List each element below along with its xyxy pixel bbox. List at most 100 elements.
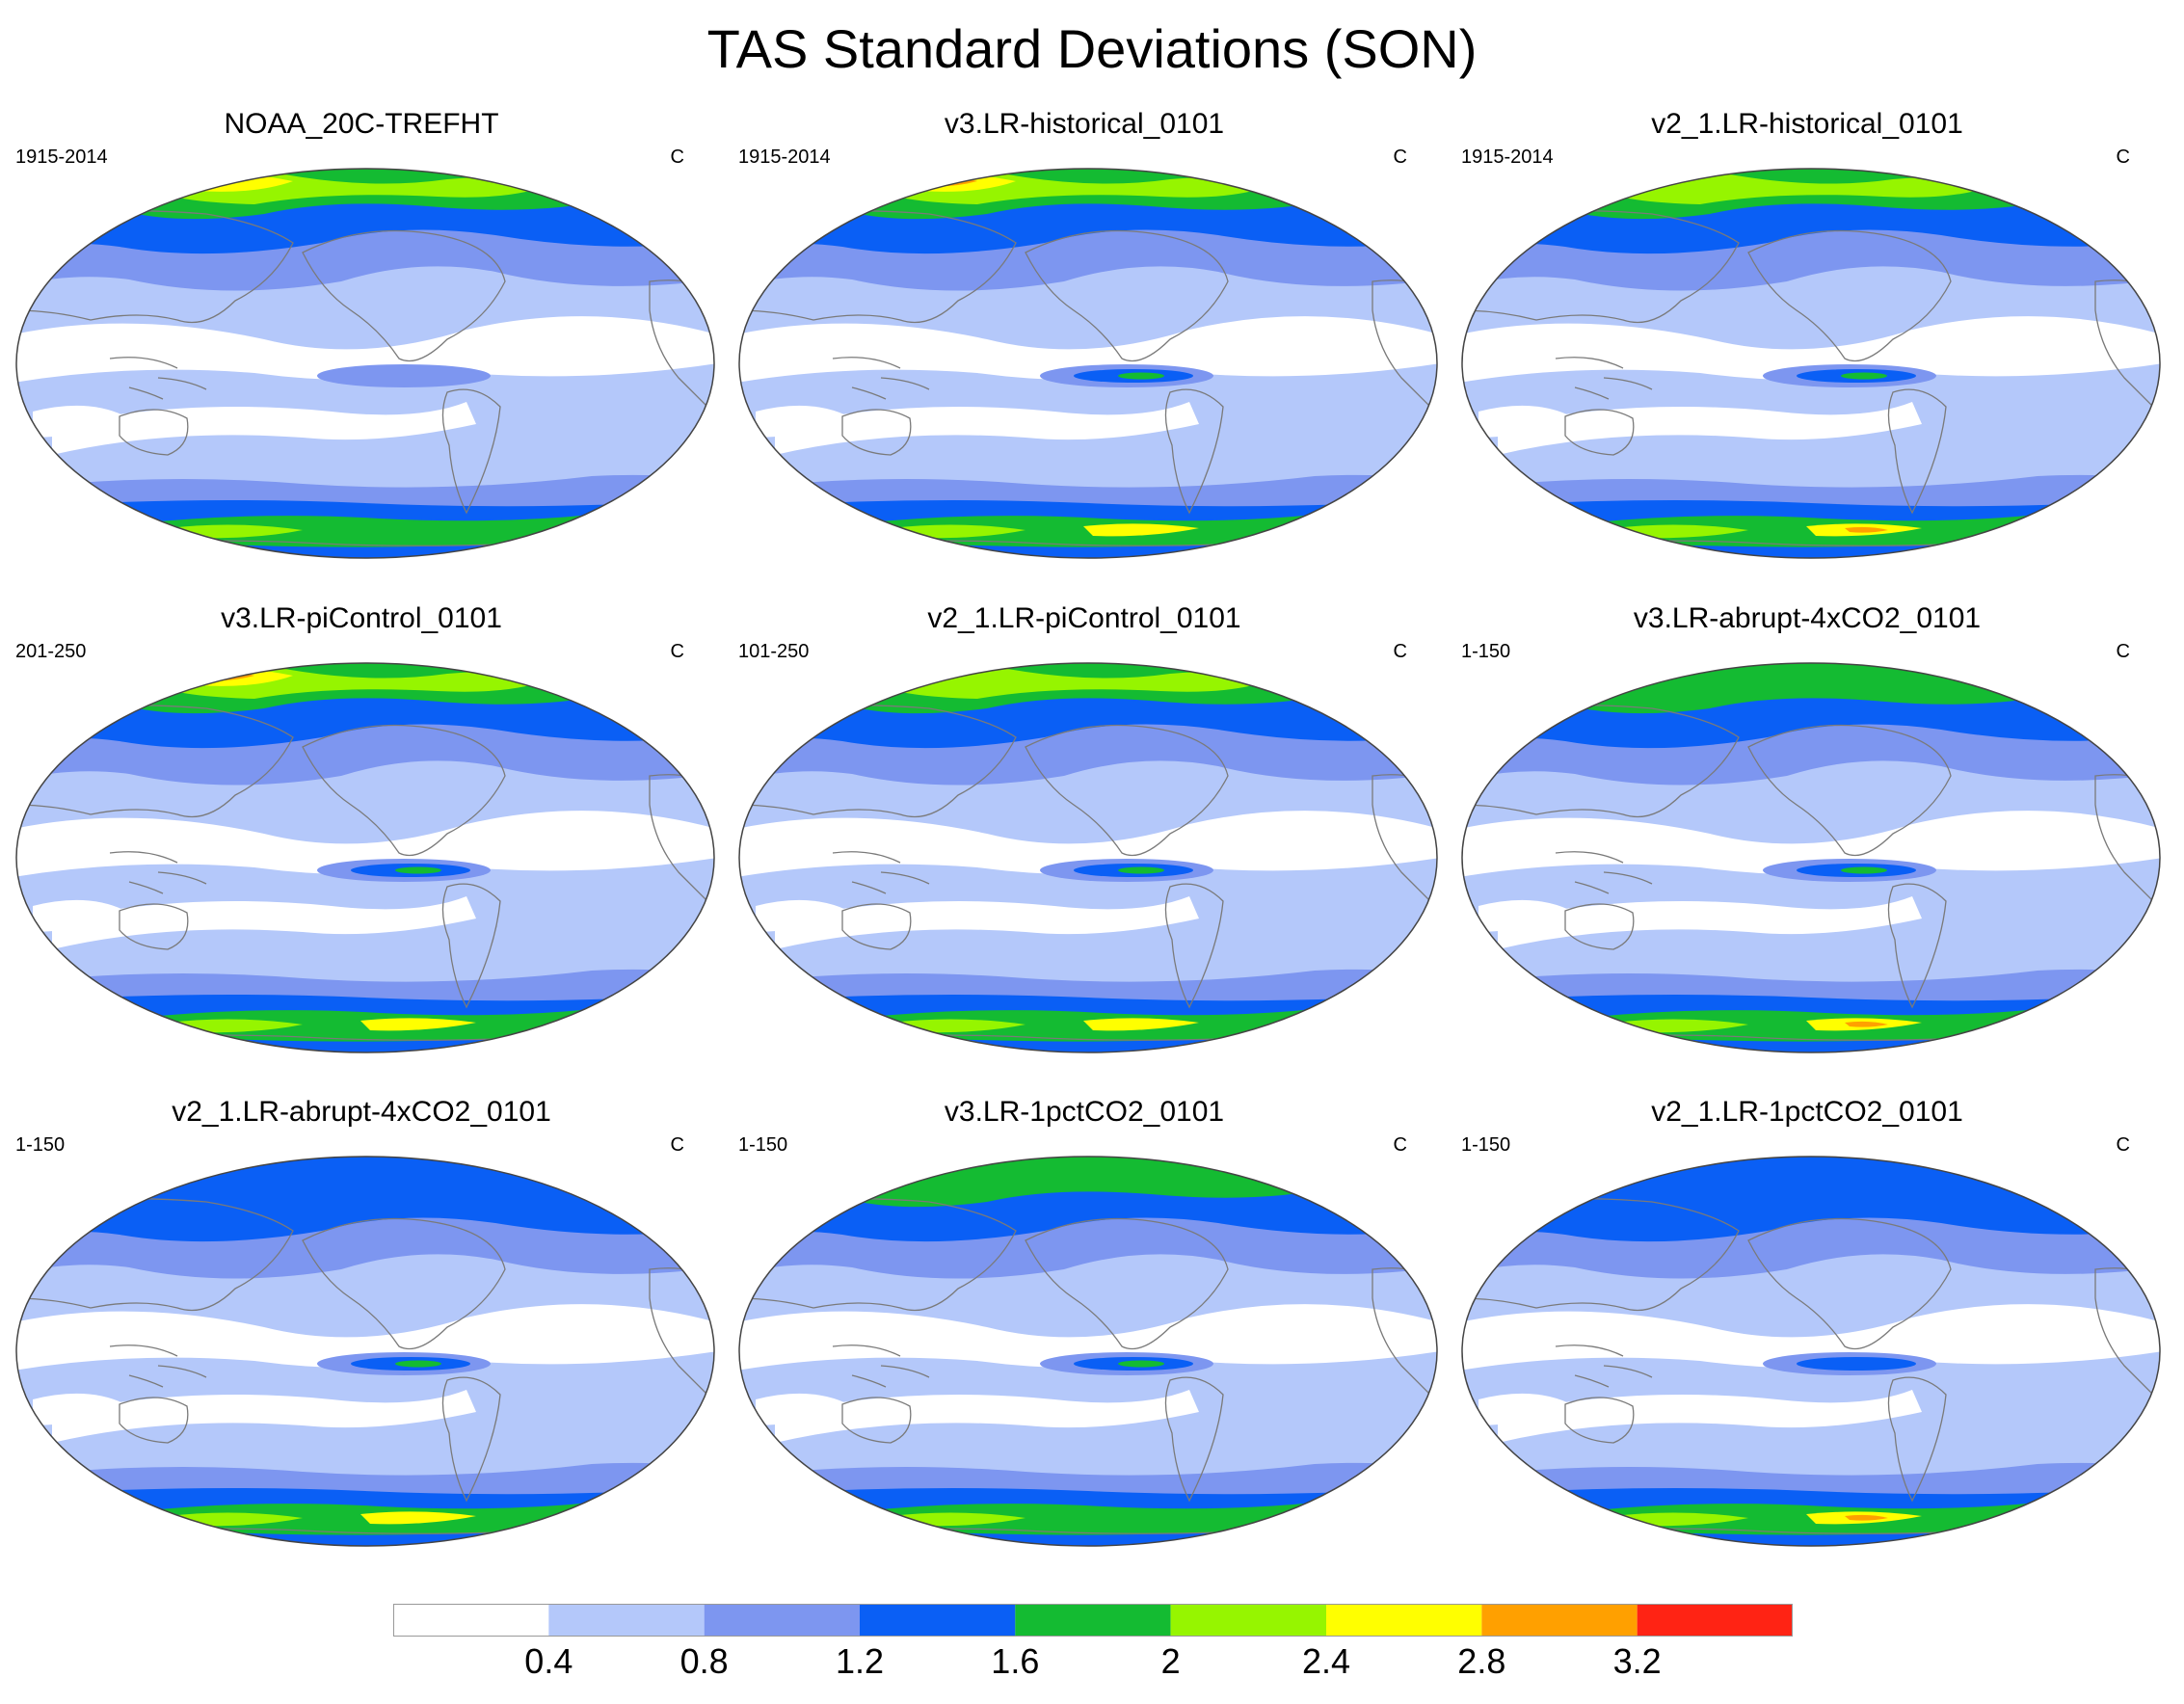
enso-outer — [317, 364, 491, 387]
global-map — [1461, 662, 2161, 1053]
panel-period: 1-150 — [1461, 1134, 1511, 1156]
panel-title: v2_1.LR-1pctCO2_0101 — [1651, 1096, 1963, 1128]
panel-units: C — [2116, 146, 2130, 168]
maritime-continent-outline — [109, 357, 207, 400]
map-border — [738, 168, 1438, 559]
map-border — [1461, 168, 2161, 559]
colorbar-tick-label: 0.4 — [524, 1641, 573, 1681]
tropical-low-band — [1462, 1304, 2160, 1371]
south-america-outline — [1887, 388, 1947, 515]
panel-title: v2_1.LR-piControl_0101 — [927, 602, 1241, 634]
south-america-outline — [1887, 883, 1947, 1009]
australia-outline — [1564, 409, 1635, 456]
panel-period: 1-150 — [15, 1134, 66, 1156]
south-level-4 — [129, 1503, 596, 1535]
colorbar-tick-label: 2.8 — [1457, 1641, 1506, 1681]
tropical-low-band — [16, 811, 714, 877]
map-panel: v2_1.LR-historical_0101 1915-2014 C — [1446, 108, 2169, 561]
south-level-4 — [852, 1009, 1318, 1042]
south-level-6 — [360, 1018, 476, 1031]
enso-core — [395, 1360, 441, 1368]
map-panel: v3.LR-piControl_0101 201-250 C — [0, 602, 723, 1055]
tropical-low-band — [16, 1304, 714, 1371]
south-level-4 — [1575, 515, 2041, 547]
north-america-outline — [1747, 229, 1952, 362]
southern-low-band — [775, 402, 1199, 455]
panel-units: C — [1393, 1134, 1407, 1156]
subtropical-low-patch — [1478, 1393, 1575, 1425]
map-panel: v3.LR-historical_0101 1915-2014 C — [723, 108, 1446, 561]
colorbar-frame — [393, 1604, 1793, 1637]
south-level-7 — [1845, 1021, 1888, 1027]
asia-outline — [16, 1198, 294, 1312]
tropical-low-band — [739, 811, 1437, 877]
southern-low-band — [775, 896, 1199, 949]
south-america-outline — [1164, 1376, 1224, 1503]
south-level-4 — [129, 1009, 596, 1042]
asia-outline — [1462, 705, 1740, 818]
north-america-outline — [1747, 1217, 1952, 1350]
colorbar-tick-label: 1.2 — [835, 1641, 885, 1681]
tropical-low-band — [1462, 316, 2160, 383]
panel-title: v3.LR-piControl_0101 — [221, 602, 502, 634]
map-panel: v2_1.LR-abrupt-4xCO2_0101 1-150 C — [0, 1096, 723, 1549]
australia-outline — [119, 903, 189, 950]
colorbar-tick-label: 1.6 — [991, 1641, 1040, 1681]
north-america-outline — [1747, 724, 1952, 857]
south-america-outline — [1164, 883, 1224, 1009]
panel-units: C — [2116, 641, 2130, 662]
south-america-outline — [1887, 1376, 1947, 1503]
panel-period: 201-250 — [15, 641, 87, 662]
asia-outline — [739, 705, 1017, 818]
colorbar-segment — [860, 1604, 1016, 1637]
enso-core — [1118, 1360, 1164, 1368]
global-map — [15, 662, 715, 1053]
map-panel: v3.LR-abrupt-4xCO2_0101 1-150 C — [1446, 602, 2169, 1055]
maritime-continent-outline — [109, 851, 207, 894]
colorbar-segment — [548, 1604, 705, 1637]
panel-units: C — [670, 146, 684, 168]
colorbar-tick-label: 3.2 — [1612, 1641, 1662, 1681]
panel-period: 1915-2014 — [15, 146, 108, 168]
map-border — [738, 662, 1438, 1053]
panel-units: C — [1393, 146, 1407, 168]
north-america-outline — [1025, 229, 1229, 362]
enso-core — [395, 866, 441, 874]
maritime-continent-outline — [109, 1345, 207, 1388]
asia-outline — [739, 210, 1017, 324]
panel-title: v3.LR-1pctCO2_0101 — [944, 1096, 1225, 1128]
enso-core — [1118, 372, 1164, 380]
colorbar-segment — [1170, 1604, 1326, 1637]
south-level-4 — [852, 515, 1318, 547]
global-map — [15, 168, 715, 559]
north-america-outline — [302, 229, 506, 362]
southern-low-band — [52, 896, 476, 949]
south-level-4 — [852, 1503, 1318, 1535]
maritime-continent-outline — [1555, 851, 1653, 894]
maritime-continent-outline — [1555, 1345, 1653, 1388]
enso-mid — [1797, 1357, 1916, 1371]
colorbar-segment — [704, 1604, 860, 1637]
panel-period: 101-250 — [738, 641, 810, 662]
global-map — [1461, 1156, 2161, 1547]
maritime-continent-outline — [1555, 357, 1653, 400]
tropical-low-band — [739, 1304, 1437, 1371]
asia-outline — [16, 210, 294, 324]
panel-units: C — [1393, 641, 1407, 662]
australia-outline — [1564, 1397, 1635, 1444]
north-america-outline — [302, 1217, 506, 1350]
south-america-outline — [441, 1376, 501, 1503]
australia-outline — [119, 409, 189, 456]
panel-title: v2_1.LR-abrupt-4xCO2_0101 — [172, 1096, 551, 1128]
south-level-6 — [1083, 523, 1199, 537]
north-america-outline — [302, 724, 506, 857]
map-border — [1461, 662, 2161, 1053]
southern-low-band — [52, 1390, 476, 1443]
maritime-continent-outline — [832, 851, 930, 894]
tropical-low-band — [16, 316, 714, 383]
map-border — [1461, 1156, 2161, 1547]
subtropical-low-patch — [756, 405, 852, 438]
maritime-continent-outline — [832, 357, 930, 400]
asia-outline — [16, 705, 294, 818]
australia-outline — [841, 903, 912, 950]
